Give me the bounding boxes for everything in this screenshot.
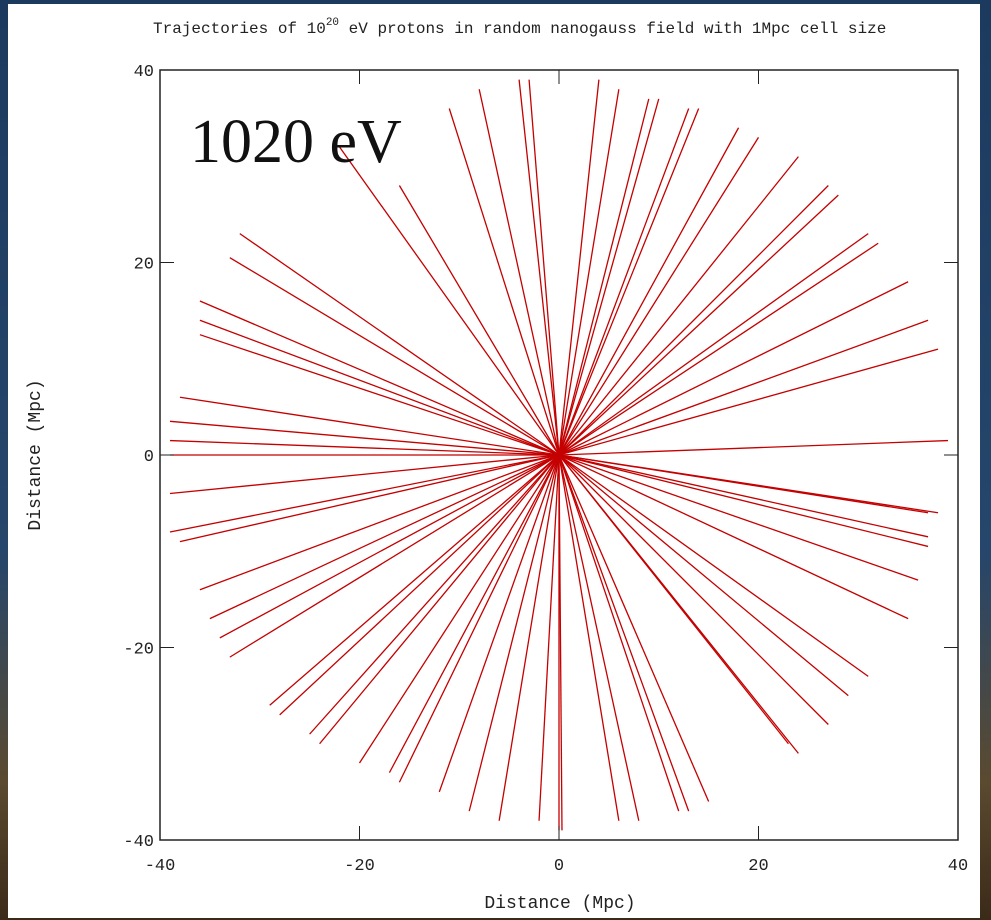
y-tick-label: -40 [123, 833, 154, 852]
trajectory [518, 79, 560, 456]
trajectory [229, 257, 560, 456]
trajectory [199, 454, 560, 591]
trajectory [229, 454, 560, 658]
trajectory [279, 454, 560, 716]
trajectory [339, 146, 560, 456]
title-text: Trajectories of 10 [153, 20, 326, 38]
chart-title: Trajectories of 1020 eV protons in rando… [153, 17, 886, 38]
trajectory [558, 439, 949, 456]
trajectory [558, 454, 849, 697]
trajectory [558, 454, 869, 677]
trajectory [558, 242, 879, 456]
trajectory [558, 454, 929, 538]
y-tick-label: 20 [134, 256, 154, 275]
trajectory [558, 108, 700, 456]
trajectory [558, 454, 789, 745]
trajectory [199, 319, 560, 456]
trajectory [169, 420, 560, 456]
trajectory [558, 454, 919, 581]
trajectory [558, 194, 839, 456]
trajectory [558, 454, 620, 821]
trajectory [558, 79, 600, 456]
trajectory [448, 108, 560, 456]
x-axis-label: Distance (Mpc) [484, 894, 635, 914]
x-tick-label: -40 [145, 857, 176, 876]
trajectory [558, 98, 650, 456]
title-text: eV protons in random nanogauss field wit… [339, 20, 886, 38]
x-tick-label: 40 [948, 857, 968, 876]
trajectory [558, 137, 760, 456]
trajectory [558, 454, 909, 620]
trajectory [538, 454, 560, 821]
trajectory [558, 319, 929, 456]
trajectory [558, 348, 939, 456]
trajectory [358, 454, 560, 764]
trajectory [388, 454, 560, 773]
trajectory [169, 439, 560, 456]
trajectory [558, 454, 680, 812]
trajectory [309, 454, 560, 735]
x-tick-label: 20 [748, 857, 768, 876]
trajectory [239, 233, 560, 456]
trajectory [179, 396, 560, 456]
trajectory [558, 454, 690, 812]
trajectory [558, 454, 710, 802]
trajectory [558, 89, 620, 456]
trajectory [558, 454, 929, 548]
title-superscript: 20 [326, 17, 339, 29]
trajectory [269, 454, 560, 706]
trajectory [199, 300, 560, 456]
trajectory [558, 156, 799, 456]
trajectory [558, 281, 909, 456]
trajectory [558, 127, 740, 456]
trajectory [398, 454, 560, 783]
trajectory [558, 454, 640, 821]
trajectory [558, 98, 660, 456]
y-axis-label: Distance (Mpc) [26, 379, 46, 530]
y-tick-label: -20 [123, 641, 154, 660]
trajectory [438, 454, 560, 793]
trajectory [219, 454, 560, 639]
annotation: 1020 eV [190, 108, 402, 176]
trajectory [319, 454, 560, 745]
trajectory [398, 185, 560, 456]
y-tick-label: 40 [134, 63, 154, 82]
trajectory [179, 454, 560, 543]
trajectory [498, 454, 560, 821]
trajectory [468, 454, 560, 812]
trajectory [558, 185, 829, 456]
trajectory [558, 233, 869, 456]
trajectory [209, 454, 560, 620]
trajectory [558, 454, 563, 831]
trajectory [169, 454, 560, 533]
trajectory [528, 79, 560, 456]
trajectory [169, 454, 560, 495]
x-tick-label: -20 [344, 857, 375, 876]
y-tick-label: 0 [144, 448, 154, 467]
trajectory [478, 89, 560, 456]
trajectory [558, 454, 929, 514]
trajectory [558, 108, 690, 456]
x-tick-label: 0 [554, 857, 564, 876]
trajectory [199, 334, 560, 456]
trajectory [558, 454, 829, 725]
